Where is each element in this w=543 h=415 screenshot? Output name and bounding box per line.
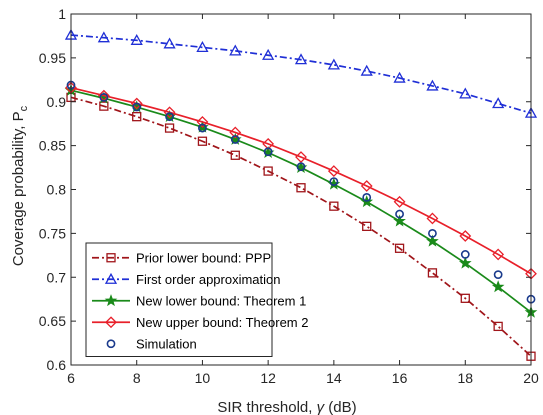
- x-tick-label: 6: [67, 370, 75, 386]
- series-4-point: [393, 195, 406, 208]
- series-4-point: [327, 165, 340, 177]
- x-tick-label: 18: [457, 370, 473, 386]
- series-5-point: [362, 192, 372, 202]
- x-axis-title: SIR threshold, γ (dB): [217, 399, 356, 415]
- series-1-point: [493, 321, 503, 332]
- series-2-point: [360, 64, 373, 76]
- y-tick-label: 1: [58, 6, 66, 22]
- series-2-point: [229, 44, 242, 56]
- series-3-point: [491, 280, 505, 293]
- x-tick-label: 12: [260, 370, 276, 386]
- y-tick-label: 0.7: [47, 269, 67, 285]
- series-1-point: [460, 293, 470, 303]
- series-2-point: [130, 33, 143, 45]
- series-1-point: [362, 221, 372, 232]
- series-1: [66, 92, 536, 361]
- series-4-point: [459, 230, 472, 242]
- legend-entry-3: New lower bound: Theorem 1: [92, 293, 306, 308]
- series-4-point: [295, 151, 307, 163]
- legend-entry-1: Prior lower bound: PPP: [92, 250, 271, 265]
- series-1-point: [296, 183, 306, 193]
- series-5-point: [460, 250, 470, 259]
- legend-entry-2: First order approximation: [92, 272, 281, 287]
- series-5-point: [99, 92, 109, 102]
- legend-label: First order approximation: [136, 272, 281, 287]
- series-2-point: [459, 87, 472, 99]
- series-2-point: [97, 31, 110, 43]
- series-2-line: [70, 34, 532, 114]
- series-4-point: [360, 180, 373, 192]
- series-5-point: [132, 102, 142, 112]
- series-4-point: [196, 116, 209, 128]
- series-2-point: [163, 37, 176, 49]
- series-3-point: [458, 256, 472, 269]
- legend-label: New upper bound: Theorem 2: [136, 315, 308, 330]
- legend-entry-4: New upper bound: Theorem 2: [92, 315, 308, 330]
- series-5-point: [493, 270, 503, 280]
- series-2-point: [262, 48, 275, 60]
- legend-label: New lower bound: Theorem 1: [136, 293, 306, 308]
- series-4-point: [130, 97, 143, 110]
- x-tick-label: 14: [326, 370, 342, 386]
- x-tick-label: 20: [523, 370, 539, 386]
- series-5-point: [428, 228, 437, 238]
- legend-marker: [106, 253, 116, 263]
- series-1-point: [164, 123, 175, 133]
- series-5-point: [263, 147, 273, 157]
- series-1-point: [197, 136, 208, 146]
- series-4-line: [70, 86, 532, 275]
- series-1-point: [263, 166, 273, 176]
- series-5-point: [395, 209, 404, 219]
- series-1-point: [99, 101, 109, 111]
- series-2-point: [294, 53, 308, 65]
- series-layer: [64, 28, 538, 361]
- x-tick-label: 16: [392, 370, 408, 386]
- x-tick-label: 10: [195, 370, 211, 386]
- series-1-point: [329, 201, 339, 211]
- legend-marker: [104, 294, 118, 307]
- y-tick-label: 0.85: [39, 138, 66, 154]
- legend-label: Simulation: [136, 336, 197, 351]
- y-tick-label: 0.8: [47, 182, 67, 198]
- series-2-point: [327, 58, 340, 70]
- series-1-line: [70, 96, 532, 357]
- y-tick-label: 0.6: [47, 357, 67, 373]
- series-2-point: [196, 41, 209, 52]
- series-4-point: [426, 212, 439, 225]
- series-5-point: [165, 112, 174, 122]
- series-3-point: [393, 214, 406, 227]
- series-4-point: [229, 126, 242, 139]
- y-axis-title: Coverage probability, Pc: [10, 105, 30, 266]
- legend-entry-5: Simulation: [106, 336, 197, 351]
- ticks-layer: 6 8 10 12 14 16 18 20 0.6 0.65 0.7 0.75 0.8 0.85 0.9 0.…: [39, 6, 539, 386]
- series-5-point: [230, 135, 240, 144]
- series-5-point: [329, 177, 339, 187]
- series-2-point: [426, 79, 439, 91]
- legend-marker: [105, 316, 117, 329]
- legend-marker: [104, 272, 118, 284]
- series-4-point: [492, 248, 505, 261]
- series-2-point: [393, 71, 406, 83]
- series-1-point: [394, 243, 405, 253]
- series-1-point: [132, 112, 142, 122]
- series-1-point: [427, 268, 438, 278]
- legend-marker: [106, 339, 116, 349]
- x-tick-label: 8: [133, 370, 141, 386]
- y-tick-label: 0.65: [39, 313, 66, 329]
- y-tick-label: 0.95: [39, 50, 66, 66]
- series-1-point: [230, 150, 240, 160]
- legend-label: Prior lower bound: PPP: [136, 250, 271, 265]
- series-4-point: [163, 106, 176, 119]
- y-tick-label: 0.75: [39, 225, 66, 241]
- series-2: [64, 28, 538, 118]
- series-5-point: [296, 162, 306, 172]
- legend-box: [85, 242, 273, 357]
- y-tick-label: 0.9: [47, 94, 67, 110]
- legend: Prior lower bound: PPP First order approx…: [85, 242, 308, 357]
- series-2-point: [492, 97, 505, 109]
- series-5: [66, 80, 536, 304]
- series-5-point: [198, 123, 207, 133]
- series-3-point: [426, 234, 439, 247]
